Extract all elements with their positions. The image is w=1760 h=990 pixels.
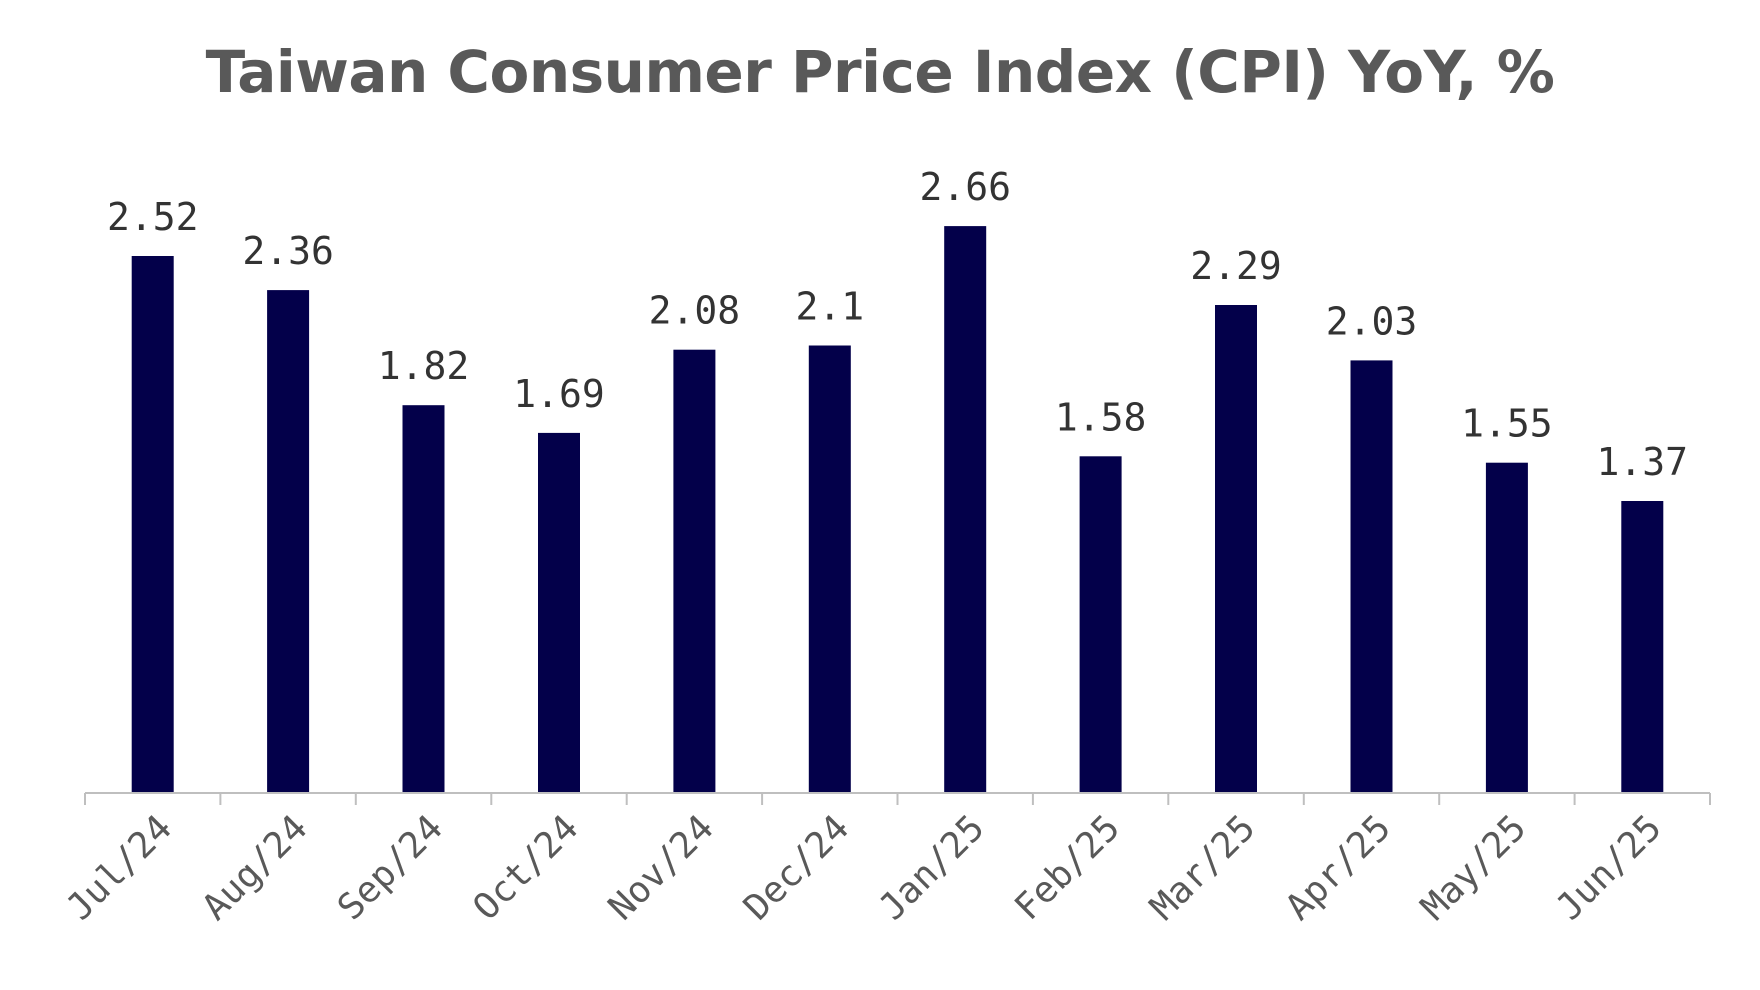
bar-dec-24 xyxy=(808,345,851,793)
data-label: 2.66 xyxy=(919,165,1011,209)
data-label: 1.55 xyxy=(1461,402,1553,446)
data-label: 2.08 xyxy=(649,289,741,333)
bar-jun-25 xyxy=(1621,501,1664,793)
bar-nov-24 xyxy=(673,349,716,793)
x-tick-label: May/25 xyxy=(1413,807,1534,928)
data-label: 1.69 xyxy=(513,372,605,416)
x-tick-label: Nov/24 xyxy=(601,807,722,928)
chart-title: Taiwan Consumer Price Index (CPI) YoY, % xyxy=(205,38,1555,106)
bar-aug-24 xyxy=(267,290,310,793)
bar-mar-25 xyxy=(1215,305,1257,793)
data-label: 1.58 xyxy=(1055,395,1147,439)
x-tick-label: Dec/24 xyxy=(736,807,857,928)
data-label: 2.29 xyxy=(1190,244,1282,288)
data-label: 2.03 xyxy=(1326,299,1418,343)
x-tick-label: Apr/25 xyxy=(1278,807,1399,928)
x-tick-label: Sep/24 xyxy=(330,807,451,928)
bar-apr-25 xyxy=(1350,360,1393,793)
bar-sep-24 xyxy=(402,405,445,793)
data-label: 1.37 xyxy=(1597,440,1689,484)
bar-may-25 xyxy=(1485,462,1528,793)
x-tick-label: Jun/25 xyxy=(1549,807,1670,928)
x-tick-label: Aug/24 xyxy=(195,807,316,928)
data-label: 1.82 xyxy=(378,344,470,388)
x-tick-label: Feb/25 xyxy=(1007,807,1128,928)
data-label: 2.1 xyxy=(795,285,864,329)
bar-feb-25 xyxy=(1079,456,1122,793)
x-tick-label: Jul/24 xyxy=(59,807,180,928)
x-tick-label: Oct/24 xyxy=(465,807,586,928)
x-tick-label: Mar/25 xyxy=(1142,807,1263,928)
bar-oct-24 xyxy=(538,432,580,793)
bar-jul-24 xyxy=(131,256,174,793)
data-label: 2.52 xyxy=(107,195,199,239)
x-tick-label: Jan/25 xyxy=(872,807,993,928)
bar-jan-25 xyxy=(944,226,987,794)
data-label: 2.36 xyxy=(242,229,334,273)
